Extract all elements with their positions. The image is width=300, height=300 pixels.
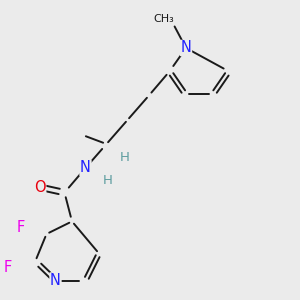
Text: N: N	[50, 273, 61, 288]
Text: H: H	[120, 151, 129, 164]
Text: F: F	[16, 220, 25, 236]
Text: CH₃: CH₃	[153, 14, 174, 25]
Text: F: F	[3, 260, 12, 275]
Text: N: N	[80, 160, 91, 175]
Text: H: H	[103, 173, 113, 187]
Text: O: O	[34, 180, 46, 195]
Text: N: N	[181, 40, 191, 56]
